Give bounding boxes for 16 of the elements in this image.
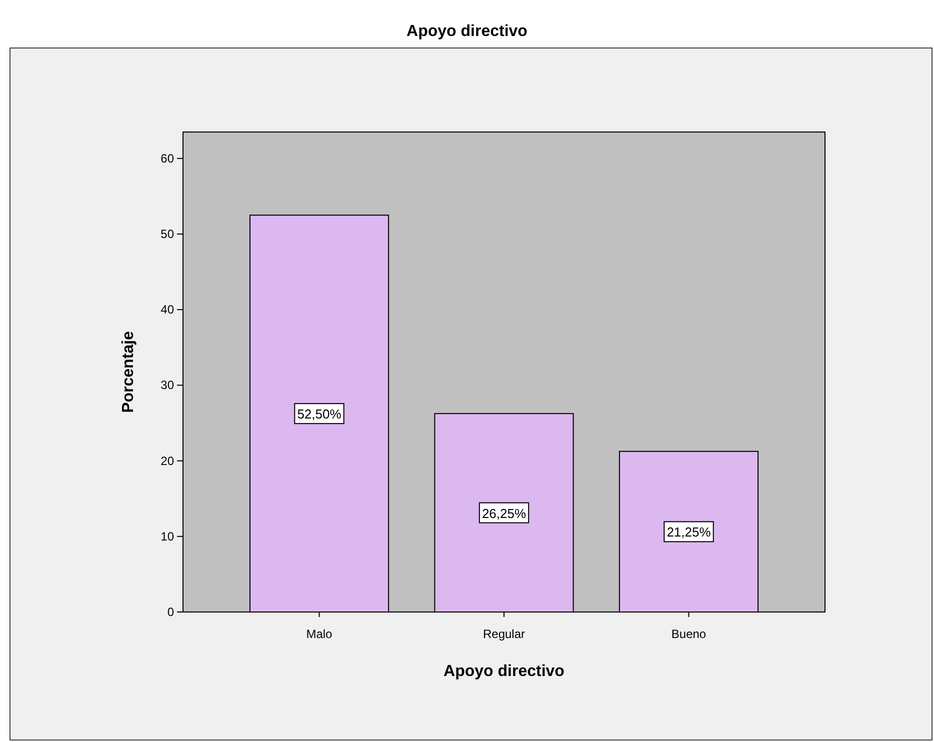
- y-axis-title: Porcentaje: [120, 330, 137, 413]
- y-tick-label: 30: [160, 378, 174, 392]
- x-axis-title: Apoyo directivo: [444, 663, 565, 680]
- data-label: 26,25%: [482, 506, 526, 521]
- x-tick-label: Regular: [482, 627, 526, 641]
- data-label: 21,25%: [666, 524, 712, 540]
- y-tick-label: 40: [160, 302, 174, 317]
- data-label: 52,50%: [297, 406, 342, 422]
- x-tick-label: Bueno: [671, 627, 706, 641]
- y-tick-label: 0: [167, 605, 174, 619]
- y-tick-label: 10: [160, 529, 174, 544]
- y-tick-label: 60: [160, 151, 174, 166]
- chart-title: Apoyo directivo: [406, 23, 528, 40]
- y-tick-label: 20: [160, 454, 174, 468]
- y-tick-label: 50: [160, 227, 174, 242]
- x-tick-label: Malo: [306, 627, 333, 641]
